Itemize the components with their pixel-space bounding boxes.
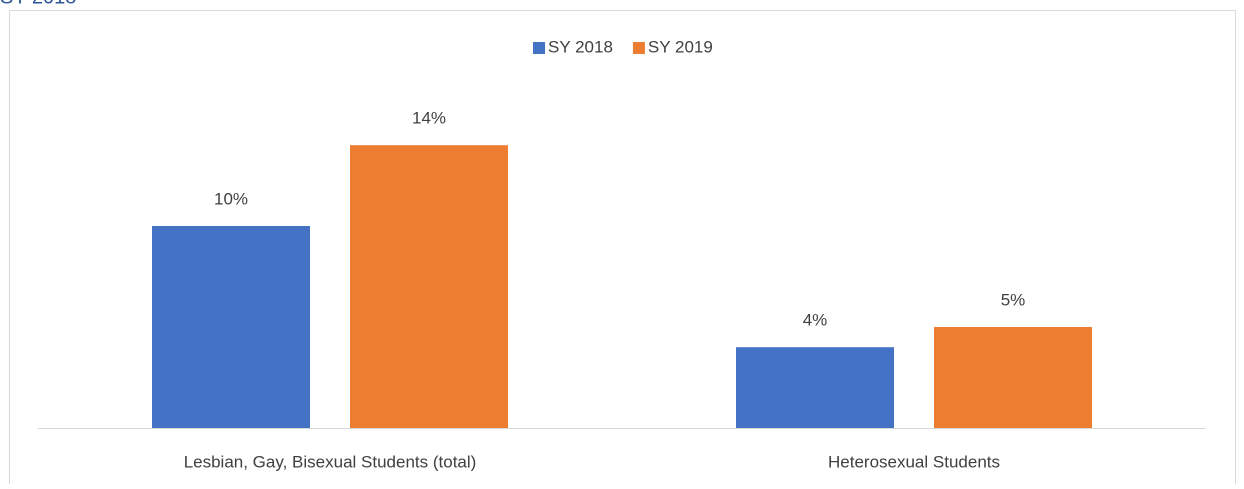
chart-title: SY 2018 bbox=[0, 0, 76, 8]
x-tick-label: Heterosexual Students bbox=[828, 452, 1000, 471]
legend-swatch bbox=[632, 42, 645, 54]
bar bbox=[350, 145, 508, 428]
bar bbox=[736, 347, 894, 428]
data-label: 5% bbox=[1001, 290, 1026, 309]
data-label: 4% bbox=[803, 311, 828, 330]
x-tick-label: Lesbian, Gay, Bisexual Students (total) bbox=[184, 452, 477, 471]
legend-swatch bbox=[533, 42, 545, 54]
bar bbox=[934, 327, 1092, 428]
bar bbox=[152, 226, 310, 428]
data-label: 10% bbox=[214, 189, 248, 208]
data-label: 14% bbox=[412, 109, 446, 128]
legend-label: SY 2018 bbox=[548, 37, 613, 56]
chart-frame bbox=[9, 10, 1236, 484]
legend-label: SY 2019 bbox=[648, 37, 713, 56]
